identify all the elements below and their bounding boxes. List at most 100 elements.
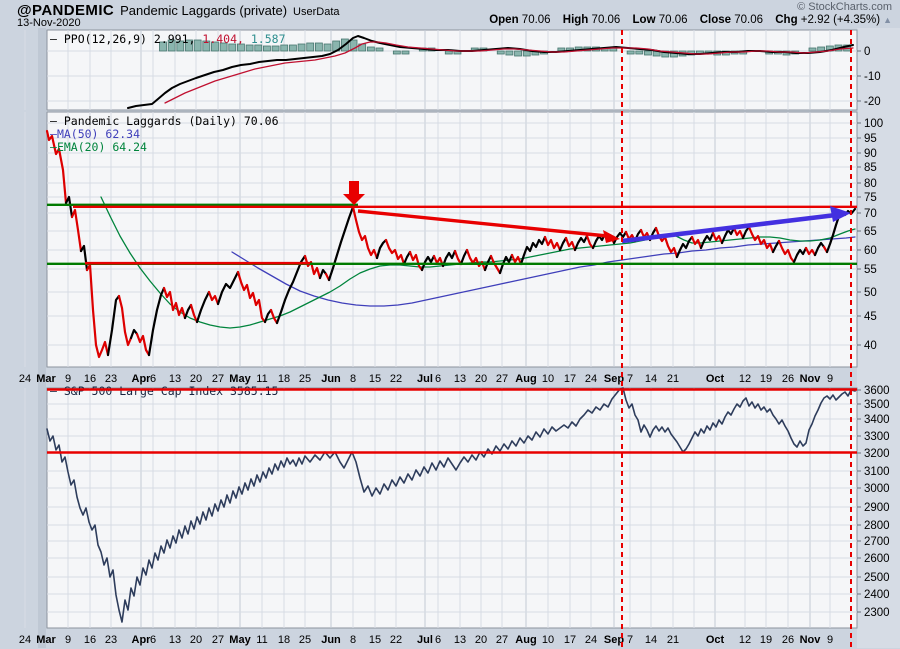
chart-date: 13-Nov-2020: [17, 17, 81, 29]
low-value: 70.06: [658, 14, 688, 26]
svg-text:Jul: Jul: [417, 373, 433, 385]
svg-text:Jul: Jul: [417, 634, 433, 646]
svg-text:85: 85: [864, 162, 877, 174]
svg-text:23: 23: [105, 634, 117, 646]
svg-text:3000: 3000: [864, 483, 890, 495]
symbol-label: @PANDEMIC: [17, 2, 115, 19]
svg-text:3100: 3100: [864, 466, 890, 478]
svg-text:21: 21: [667, 634, 679, 646]
price-line-segment: [741, 225, 751, 240]
ppo-hist-bar: [444, 50, 453, 55]
price-line-segment: [453, 249, 463, 266]
svg-text:7: 7: [627, 634, 633, 646]
price-line-segment: [135, 332, 151, 357]
svg-text:2900: 2900: [864, 502, 890, 514]
ppo-hist-bar: [211, 41, 219, 52]
svg-text:2500: 2500: [864, 572, 890, 584]
svg-text:7: 7: [627, 373, 633, 385]
open-label: Open: [489, 14, 519, 26]
svg-text:13: 13: [454, 373, 466, 385]
price-line-segment: [813, 241, 826, 257]
svg-text:6: 6: [435, 634, 441, 646]
ppo-hist-bar: [288, 44, 297, 52]
price-line-segment: [699, 231, 715, 250]
price-line-segment: [747, 225, 775, 254]
price-line-segment: [732, 226, 745, 240]
svg-text:11: 11: [256, 634, 267, 646]
main-legend: — Pandemic Laggards (Daily) 70.06 —MA(50…: [50, 115, 279, 154]
svg-text:100: 100: [864, 118, 883, 130]
svg-text:24: 24: [19, 634, 31, 646]
ema20-legend-row: —EMA(20) 64.24: [50, 141, 279, 154]
close-value: 70.06: [734, 14, 764, 26]
ohlc-readout: Open 70.06 High 70.06 Low 70.06 Close 70…: [480, 14, 892, 26]
svg-text:19: 19: [760, 634, 772, 646]
ema20-legend-text: EMA(20) 64.24: [56, 140, 147, 154]
ppo-hist-bar: [176, 40, 185, 52]
svg-text:27: 27: [496, 634, 508, 646]
ppo-signal-value: 1.404,: [202, 32, 244, 46]
price-line-segment: [195, 290, 211, 324]
ppo-legend: — PPO(12,26,9) 2.991, 1.404, 1.587: [50, 33, 286, 46]
price-line-segment: [432, 254, 445, 268]
price-line-segment: [85, 263, 110, 359]
price-line-segment: [408, 250, 424, 272]
svg-text:Mar: Mar: [36, 373, 56, 385]
svg-text:60: 60: [864, 245, 877, 257]
ppo-hist-bar: [202, 40, 211, 52]
price-line-segment: [117, 294, 133, 347]
svg-text:75: 75: [864, 192, 877, 204]
price-line-segment: [189, 303, 199, 324]
svg-text:26: 26: [782, 634, 794, 646]
ppo-hist-bar: [366, 46, 375, 52]
price-line-segment: [375, 238, 388, 260]
price-dash-icon: —: [50, 114, 57, 128]
svg-text:18: 18: [278, 634, 290, 646]
svg-text:2700: 2700: [864, 536, 890, 548]
svg-text:Apr: Apr: [132, 373, 152, 385]
svg-text:13: 13: [169, 634, 181, 646]
price-line-segment: [498, 253, 514, 275]
svg-text:6: 6: [150, 634, 156, 646]
red-trend-arrow-head: [603, 230, 620, 243]
ppo-hist-bar: [323, 43, 332, 52]
svg-text:Jun: Jun: [321, 634, 341, 646]
ppo-hist-bar: [254, 44, 263, 52]
svg-text:25: 25: [299, 373, 311, 385]
svg-text:9: 9: [65, 373, 71, 385]
svg-text:20: 20: [475, 634, 487, 646]
svg-text:16: 16: [84, 373, 96, 385]
price-legend-row: — Pandemic Laggards (Daily) 70.06: [50, 115, 279, 128]
ppo-dash-icon: —: [50, 32, 57, 46]
ppo-hist-bar: [159, 41, 167, 52]
svg-text:27: 27: [496, 373, 508, 385]
ema20-dash-icon: —: [50, 140, 57, 154]
red-trend-arrow-shaft: [357, 209, 608, 238]
svg-text:10: 10: [542, 373, 554, 385]
svg-text:3500: 3500: [864, 399, 890, 411]
svg-text:10: 10: [542, 634, 554, 646]
price-line-segment: [483, 254, 493, 272]
svg-text:Jun: Jun: [321, 373, 341, 385]
price-line-segment: [45, 129, 68, 205]
svg-text:12: 12: [739, 634, 751, 646]
price-line-segment: [216, 270, 240, 306]
svg-text:8: 8: [350, 634, 356, 646]
high-label: High: [562, 14, 589, 26]
ppo-signal-line: [164, 41, 854, 104]
svg-text:20: 20: [475, 373, 487, 385]
ppo-hist-value: 1.587: [250, 32, 286, 46]
ppo-hist-bar: [237, 43, 245, 52]
svg-text:3300: 3300: [864, 431, 890, 443]
svg-text:50: 50: [864, 287, 877, 299]
ppo-hist-bar: [349, 39, 358, 52]
price-line-segment: [777, 239, 796, 264]
sp-legend: — S&P 500 Large Cap Index 3585.15: [50, 384, 278, 398]
svg-text:25: 25: [299, 634, 311, 646]
ppo-hist-bar: [392, 50, 401, 55]
ppo-hist-bar: [401, 50, 410, 55]
ppo-hist-bar: [635, 50, 644, 55]
ppo-hist-bar: [271, 45, 280, 52]
price-line-segment: [585, 234, 595, 250]
